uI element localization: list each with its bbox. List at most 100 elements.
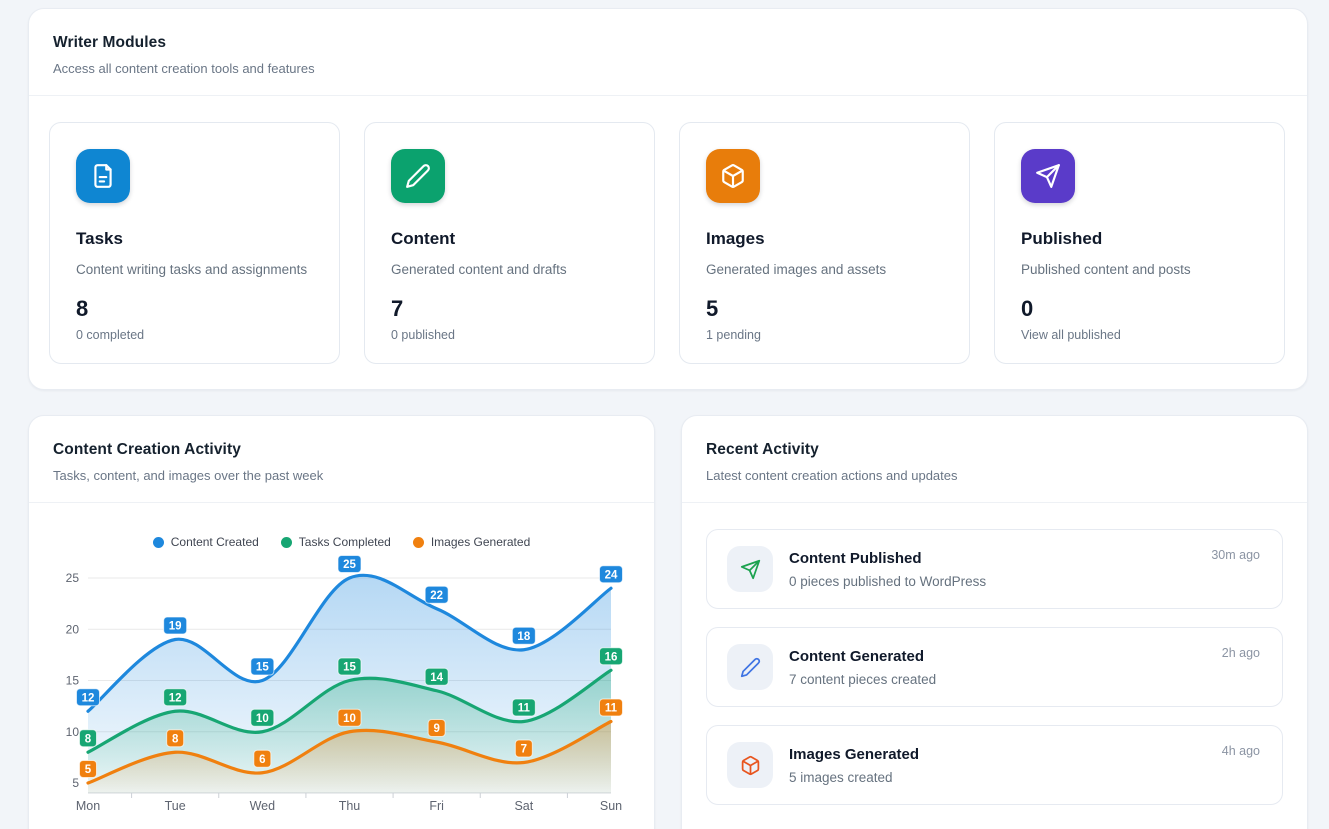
x-axis-tick-label: Wed <box>250 799 276 813</box>
page-title: Writer Modules <box>53 34 167 51</box>
data-label-value: 15 <box>256 662 269 674</box>
activity-title: Images Generated <box>789 745 920 763</box>
data-label-box <box>599 565 623 584</box>
data-label-box <box>424 585 449 604</box>
send-icon <box>1021 149 1075 203</box>
data-label-box <box>166 729 185 748</box>
card-description: Generated content and drafts <box>391 262 567 277</box>
data-label-value: 18 <box>517 631 530 643</box>
data-label-value: 12 <box>82 692 95 704</box>
data-label-box <box>253 749 272 768</box>
chart-header: Content Creation Activity Tasks, content… <box>29 416 654 503</box>
activity-line-chart[interactable]: 5 10 15 20 25 Mon Tue Wed Thu Fri Sat Sun 12 19 15 25 22… <box>44 555 639 817</box>
data-label-value: 5 <box>85 764 92 776</box>
x-axis-tick-label: Sat <box>514 799 533 813</box>
activity-text: Content Generated 7 content pieces creat… <box>789 648 936 687</box>
card-value: 7 <box>391 296 404 321</box>
y-axis-tick-label: 5 <box>72 776 79 790</box>
activity-text: Content Published 0 pieces published to … <box>789 550 986 589</box>
data-label-box <box>427 719 446 737</box>
cube-icon <box>727 742 773 788</box>
x-axis-tick-label: Mon <box>76 799 100 813</box>
data-label-value: 15 <box>343 662 356 674</box>
data-label-box <box>79 729 97 748</box>
card-title: Images <box>706 229 765 248</box>
activity-item-content-generated[interactable]: Content Generated 7 content pieces creat… <box>706 627 1283 707</box>
series-line <box>86 719 613 785</box>
y-axis-tick-label: 20 <box>66 622 80 636</box>
x-axis-tick-label: Thu <box>339 799 361 813</box>
activity-description: 0 pieces published to WordPress <box>789 573 987 589</box>
chart-body: Content Created Tasks Completed Images Gen… <box>29 535 654 817</box>
card-meta: 0 published <box>391 328 455 342</box>
content-activity-panel: Content Creation Activity Tasks, content… <box>28 415 655 829</box>
pencil-icon <box>727 644 773 690</box>
modules-header: Writer Modules Access all content creati… <box>29 9 1307 96</box>
card-value: 0 <box>1021 296 1034 321</box>
data-label-value: 25 <box>343 559 356 571</box>
data-label-value: 14 <box>430 672 443 684</box>
legend-label: Content Created <box>170 535 259 549</box>
y-axis-tick-label: 25 <box>66 571 80 585</box>
card-meta: 1 pending <box>706 328 761 342</box>
activity-item-images-generated[interactable]: Images Generated 5 images created 4h ago <box>706 725 1283 805</box>
recent-header: Recent Activity Latest content creation … <box>682 416 1307 503</box>
x-axis-tick-label: Sun <box>600 799 622 813</box>
legend-item[interactable]: Content Created <box>152 535 259 549</box>
data-label-value: 22 <box>430 590 443 602</box>
card-description: Generated images and assets <box>706 262 887 277</box>
legend-item[interactable]: Images Generated <box>412 535 530 549</box>
data-label-box <box>511 626 536 645</box>
activity-timestamp: 4h ago <box>1221 744 1260 758</box>
card-meta: View all published <box>1021 328 1121 342</box>
y-axis-tick-label: 10 <box>66 725 80 739</box>
data-label-box <box>424 667 449 686</box>
data-label-box <box>599 698 623 717</box>
module-card-tasks[interactable]: Tasks Content writing tasks and assignme… <box>49 122 340 364</box>
activity-item-content-published[interactable]: Content Published 0 pieces published to … <box>706 529 1283 609</box>
module-cards-row: Tasks Content writing tasks and assignme… <box>29 96 1307 364</box>
activity-text: Images Generated 5 images created <box>789 746 919 785</box>
send-icon <box>727 546 773 592</box>
chart-canvas: 5 10 15 20 25 Mon Tue Wed Thu Fri Sat Sun 12 19 15 25 22… <box>66 555 623 813</box>
pencil-icon <box>391 149 445 203</box>
data-label-box <box>337 555 362 573</box>
data-label-box <box>250 708 275 727</box>
card-description: Published content and posts <box>1021 262 1191 277</box>
module-card-published[interactable]: Published Published content and posts 0 … <box>994 122 1285 364</box>
chart-title: Content Creation Activity <box>53 441 241 458</box>
data-label-value: 8 <box>172 733 179 745</box>
data-label-value: 9 <box>433 723 439 735</box>
series-line <box>86 668 613 754</box>
data-label-value: 19 <box>169 621 182 633</box>
legend-swatch <box>152 536 164 548</box>
series-line <box>86 573 613 713</box>
module-card-content[interactable]: Content Generated content and drafts 7 0… <box>364 122 655 364</box>
data-label-value: 6 <box>259 754 265 766</box>
data-label-box <box>163 616 188 635</box>
activity-timestamp: 2h ago <box>1221 646 1260 660</box>
activity-list: Content Published 0 pieces published to … <box>682 503 1307 805</box>
data-label-box <box>163 688 188 707</box>
card-title: Published <box>1021 229 1103 248</box>
card-meta: 0 completed <box>76 328 145 342</box>
data-label-box <box>250 657 275 676</box>
module-card-images[interactable]: Images Generated images and assets 5 1 p… <box>679 122 970 364</box>
card-title: Tasks <box>76 229 123 248</box>
data-label-box <box>337 657 362 676</box>
data-label-value: 11 <box>518 703 531 715</box>
card-description: Content writing tasks and assignments <box>76 262 308 277</box>
data-label-box <box>514 739 533 758</box>
data-label-value: 10 <box>343 713 356 725</box>
legend-item[interactable]: Tasks Completed <box>280 535 391 549</box>
data-label-value: 12 <box>169 692 182 704</box>
activity-description: 7 content pieces created <box>789 671 937 687</box>
recent-title: Recent Activity <box>706 441 819 458</box>
data-label-box <box>76 688 100 707</box>
data-label-box <box>511 698 536 717</box>
page-subtitle: Access all content creation tools and fe… <box>53 61 315 76</box>
data-label-value: 16 <box>605 651 618 663</box>
legend-label: Tasks Completed <box>298 535 391 549</box>
legend-swatch <box>280 536 292 548</box>
